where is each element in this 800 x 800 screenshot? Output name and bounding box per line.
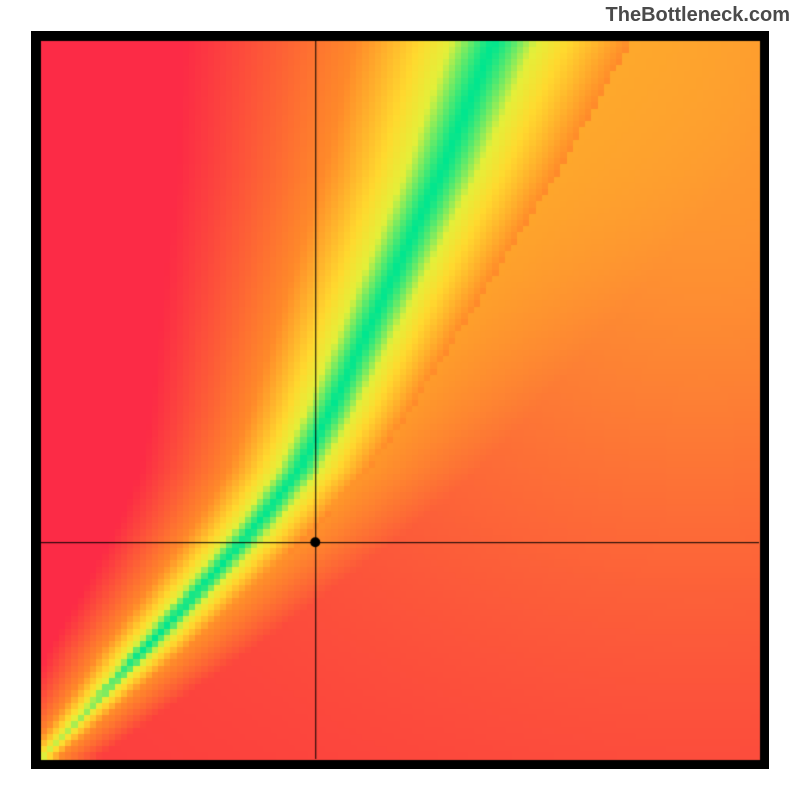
watermark-text: TheBottleneck.com — [606, 4, 790, 27]
heatmap-frame — [31, 31, 769, 769]
heatmap-canvas — [31, 31, 769, 769]
